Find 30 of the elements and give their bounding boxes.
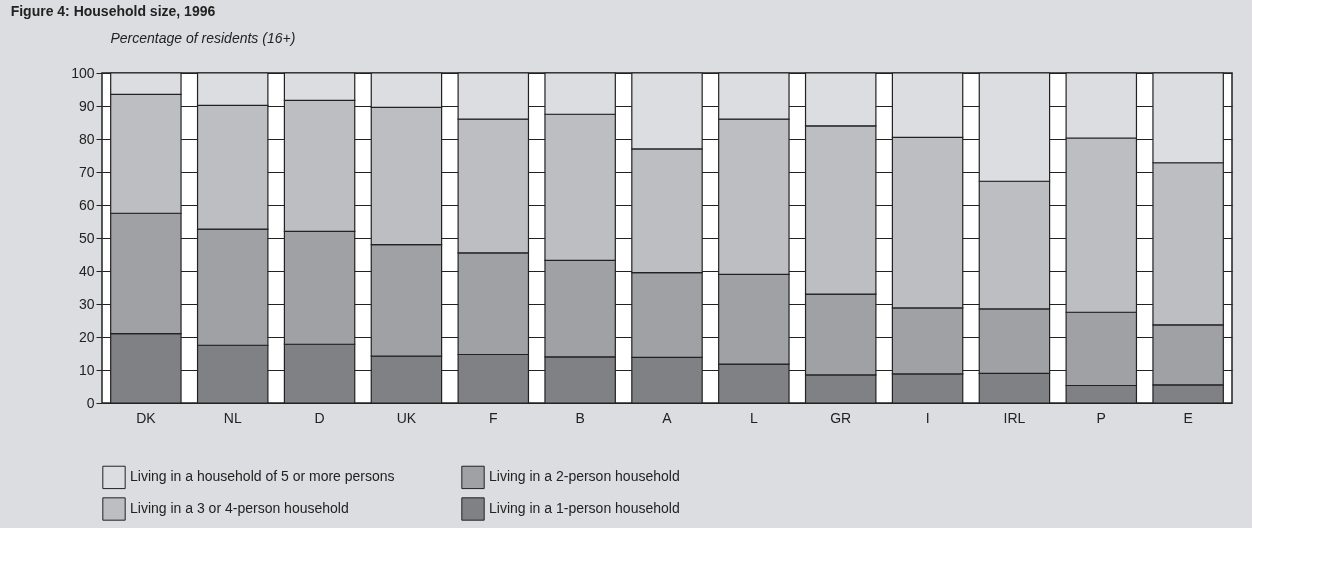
x-tick-label: DK — [136, 409, 157, 426]
y-tick-label: 50 — [78, 229, 95, 246]
x-tick-label: E — [1183, 409, 1193, 426]
x-tick-label: P — [1096, 409, 1106, 426]
y-tick-label: 80 — [78, 130, 95, 147]
legend-label: Living in a 2-person household — [489, 468, 680, 485]
y-axis-title: Percentage of residents (16+) — [110, 29, 296, 46]
legend-label: Living in a 3 or 4-person household — [130, 500, 349, 516]
x-tick-label: F — [489, 409, 498, 426]
legend-label: Living in a 1-person household — [489, 500, 680, 516]
x-tick-label: IRL — [1003, 409, 1026, 426]
y-tick-label: 10 — [78, 361, 95, 378]
y-tick-label: 20 — [78, 328, 95, 345]
x-tick-label: GR — [830, 409, 852, 426]
y-tick-label: 70 — [78, 163, 95, 180]
y-tick-label: 90 — [78, 97, 95, 114]
x-tick-label: NL — [223, 409, 242, 426]
y-tick-label: 60 — [78, 196, 95, 213]
x-tick-label: B — [575, 409, 585, 426]
y-tick-label: 0 — [86, 394, 95, 411]
chart-title: Figure 4: Household size, 1996 — [10, 3, 216, 19]
y-tick-label: 100 — [71, 64, 95, 81]
x-tick-label: A — [662, 409, 673, 426]
x-tick-label: I — [925, 409, 930, 426]
y-tick-label: 40 — [78, 262, 95, 279]
legend-label: Living in a household of 5 or more persons — [130, 468, 395, 485]
x-tick-label: L — [749, 409, 758, 426]
x-tick-label: UK — [396, 409, 417, 426]
x-tick-label: D — [314, 409, 325, 426]
y-tick-label: 30 — [78, 295, 95, 312]
